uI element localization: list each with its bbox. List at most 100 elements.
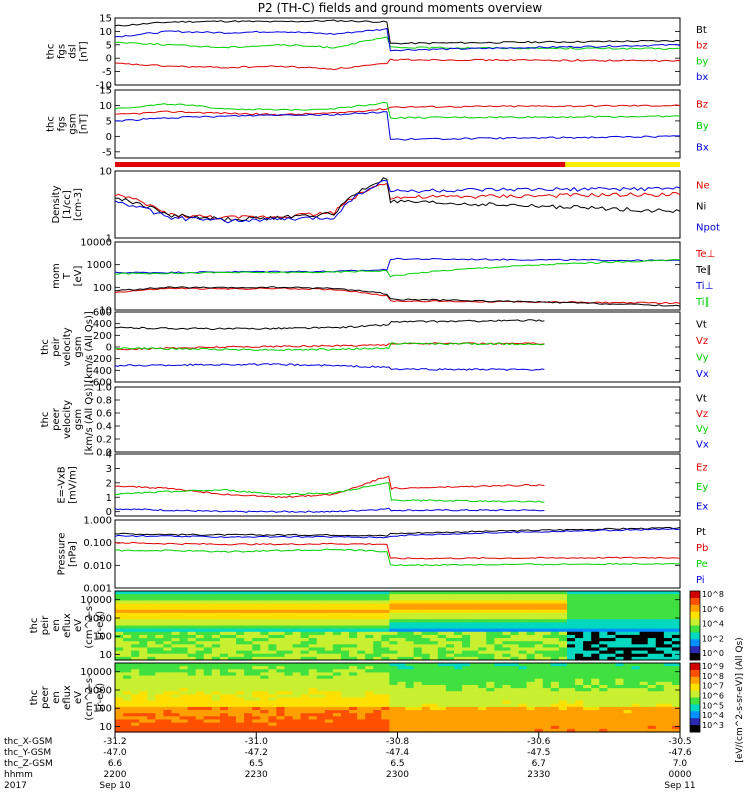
spectrogram-cell xyxy=(462,653,471,658)
spectrogram-cell xyxy=(324,619,334,623)
spectrogram-cell xyxy=(228,691,237,695)
spectrogram-cell xyxy=(575,684,584,689)
spectrogram-cell xyxy=(454,644,463,649)
spectrogram-cell xyxy=(268,631,278,636)
spectrogram-cell xyxy=(316,650,326,655)
spectrogram-cell xyxy=(494,722,504,727)
spectrogram-cell xyxy=(421,697,431,702)
spectrogram-cell xyxy=(276,700,286,705)
spectrogram-cell xyxy=(655,725,665,730)
spectrogram-cell xyxy=(558,591,568,595)
spectrogram-cell xyxy=(623,644,633,649)
spectrogram-cell xyxy=(276,713,286,717)
spectrogram-cell xyxy=(341,675,350,680)
spectrogram-cell xyxy=(663,591,673,595)
spectrogram-cell xyxy=(445,681,455,686)
spectrogram-cell xyxy=(219,625,229,630)
spectrogram-cell xyxy=(486,700,495,705)
spectrogram-cell xyxy=(179,591,189,595)
spectrogram-cell xyxy=(623,719,633,724)
spectrogram-cell xyxy=(639,691,649,695)
spectrogram-cell xyxy=(413,719,423,724)
spectrogram-cell xyxy=(131,603,140,608)
spectrogram-cell xyxy=(542,725,552,730)
spectrogram-cell xyxy=(558,622,568,627)
spectrogram-cell xyxy=(647,675,657,680)
spectrogram-cell xyxy=(389,644,399,649)
spectrogram-cell xyxy=(284,644,294,649)
spectrogram-cell xyxy=(397,638,407,642)
spectrogram-cell xyxy=(429,612,439,617)
spectrogram-cell xyxy=(203,684,213,689)
time-axis-layer: thc_X-GSM -31.2 -31.0 -30.8 -30.6 -30.5thc_Y-… xyxy=(4,732,696,791)
spectrogram-cell xyxy=(405,625,415,630)
spectrogram-cell xyxy=(518,666,528,670)
spectrogram-cell xyxy=(671,669,681,674)
spectrogram-cell xyxy=(542,691,552,695)
spectrogram-cell xyxy=(631,650,641,655)
spectrogram-cell xyxy=(663,725,673,730)
spectrogram-cell xyxy=(349,650,358,655)
spectrogram-cell xyxy=(373,653,382,658)
spectrogram-cell xyxy=(663,612,673,617)
spectrogram-cell xyxy=(639,625,649,630)
spectrogram-cell xyxy=(252,663,261,667)
spectrogram-cell xyxy=(171,678,181,683)
spectrogram-cell xyxy=(308,691,318,695)
spectrogram-cell xyxy=(405,600,415,605)
spectrogram-cell xyxy=(494,647,504,652)
spectrogram-cell xyxy=(244,619,253,623)
spectrogram-cell xyxy=(567,609,576,614)
spectrogram-cell xyxy=(179,597,189,602)
spectrogram-cell xyxy=(413,638,423,642)
spectrogram-cell xyxy=(349,675,358,680)
spectrogram-cell xyxy=(139,634,148,639)
spectrogram-cell xyxy=(655,703,665,708)
spectrogram-cell xyxy=(332,675,342,680)
spectrogram-cell xyxy=(381,684,391,689)
spectrogram-cell xyxy=(373,691,382,695)
spectrogram-cell xyxy=(462,725,471,730)
spectrogram-cell xyxy=(518,641,528,645)
spectrogram-cell xyxy=(115,634,124,639)
spectrogram-cell xyxy=(195,656,205,661)
spectrogram-cell xyxy=(647,725,657,730)
colorbar-step xyxy=(690,632,700,640)
spectrogram-cell xyxy=(308,647,318,652)
spectrogram-cell xyxy=(131,694,140,699)
spectrogram-cell xyxy=(203,628,213,633)
spectrogram-cell xyxy=(349,672,358,677)
spectrogram-cell xyxy=(558,663,568,667)
spectrogram-cell xyxy=(639,719,649,724)
spectrogram-cell xyxy=(381,728,391,733)
spectrogram-cell xyxy=(123,603,132,608)
spectrogram-cell xyxy=(429,647,439,652)
spectrogram-cell xyxy=(526,681,536,686)
spectrogram-cell xyxy=(558,631,568,636)
legend-Vz: Vz xyxy=(696,336,708,347)
spectrogram-cell xyxy=(470,719,479,724)
spectrogram-cell xyxy=(647,650,657,655)
spectrogram-cell xyxy=(558,722,568,727)
spectrogram-cell xyxy=(599,647,608,652)
spectrogram-cell xyxy=(381,694,391,699)
spectrogram-cell xyxy=(332,691,342,695)
spectrogram-cell xyxy=(123,722,132,727)
spectrogram-cell xyxy=(591,625,600,630)
spectrogram-cell xyxy=(131,597,140,602)
y-axis-label-line: sr-eV) xyxy=(95,611,106,640)
spectrogram-cell xyxy=(373,650,382,655)
spectrogram-cell xyxy=(219,666,229,670)
spectrogram-cell xyxy=(341,619,350,623)
spectrogram-cell xyxy=(583,619,592,623)
spectrogram-cell xyxy=(244,612,253,617)
spectrogram-cell xyxy=(316,625,326,630)
spectrogram-cell xyxy=(655,594,665,598)
spectrogram-cell xyxy=(510,609,520,614)
spectrogram-cell xyxy=(518,713,528,717)
spectrogram-cell xyxy=(244,656,253,661)
spectrogram-cell xyxy=(470,597,479,602)
spectrogram-cell xyxy=(599,612,608,617)
plot-title: P2 (TH-C) fields and ground moments over… xyxy=(258,1,543,15)
spectrogram-cell xyxy=(502,609,512,614)
